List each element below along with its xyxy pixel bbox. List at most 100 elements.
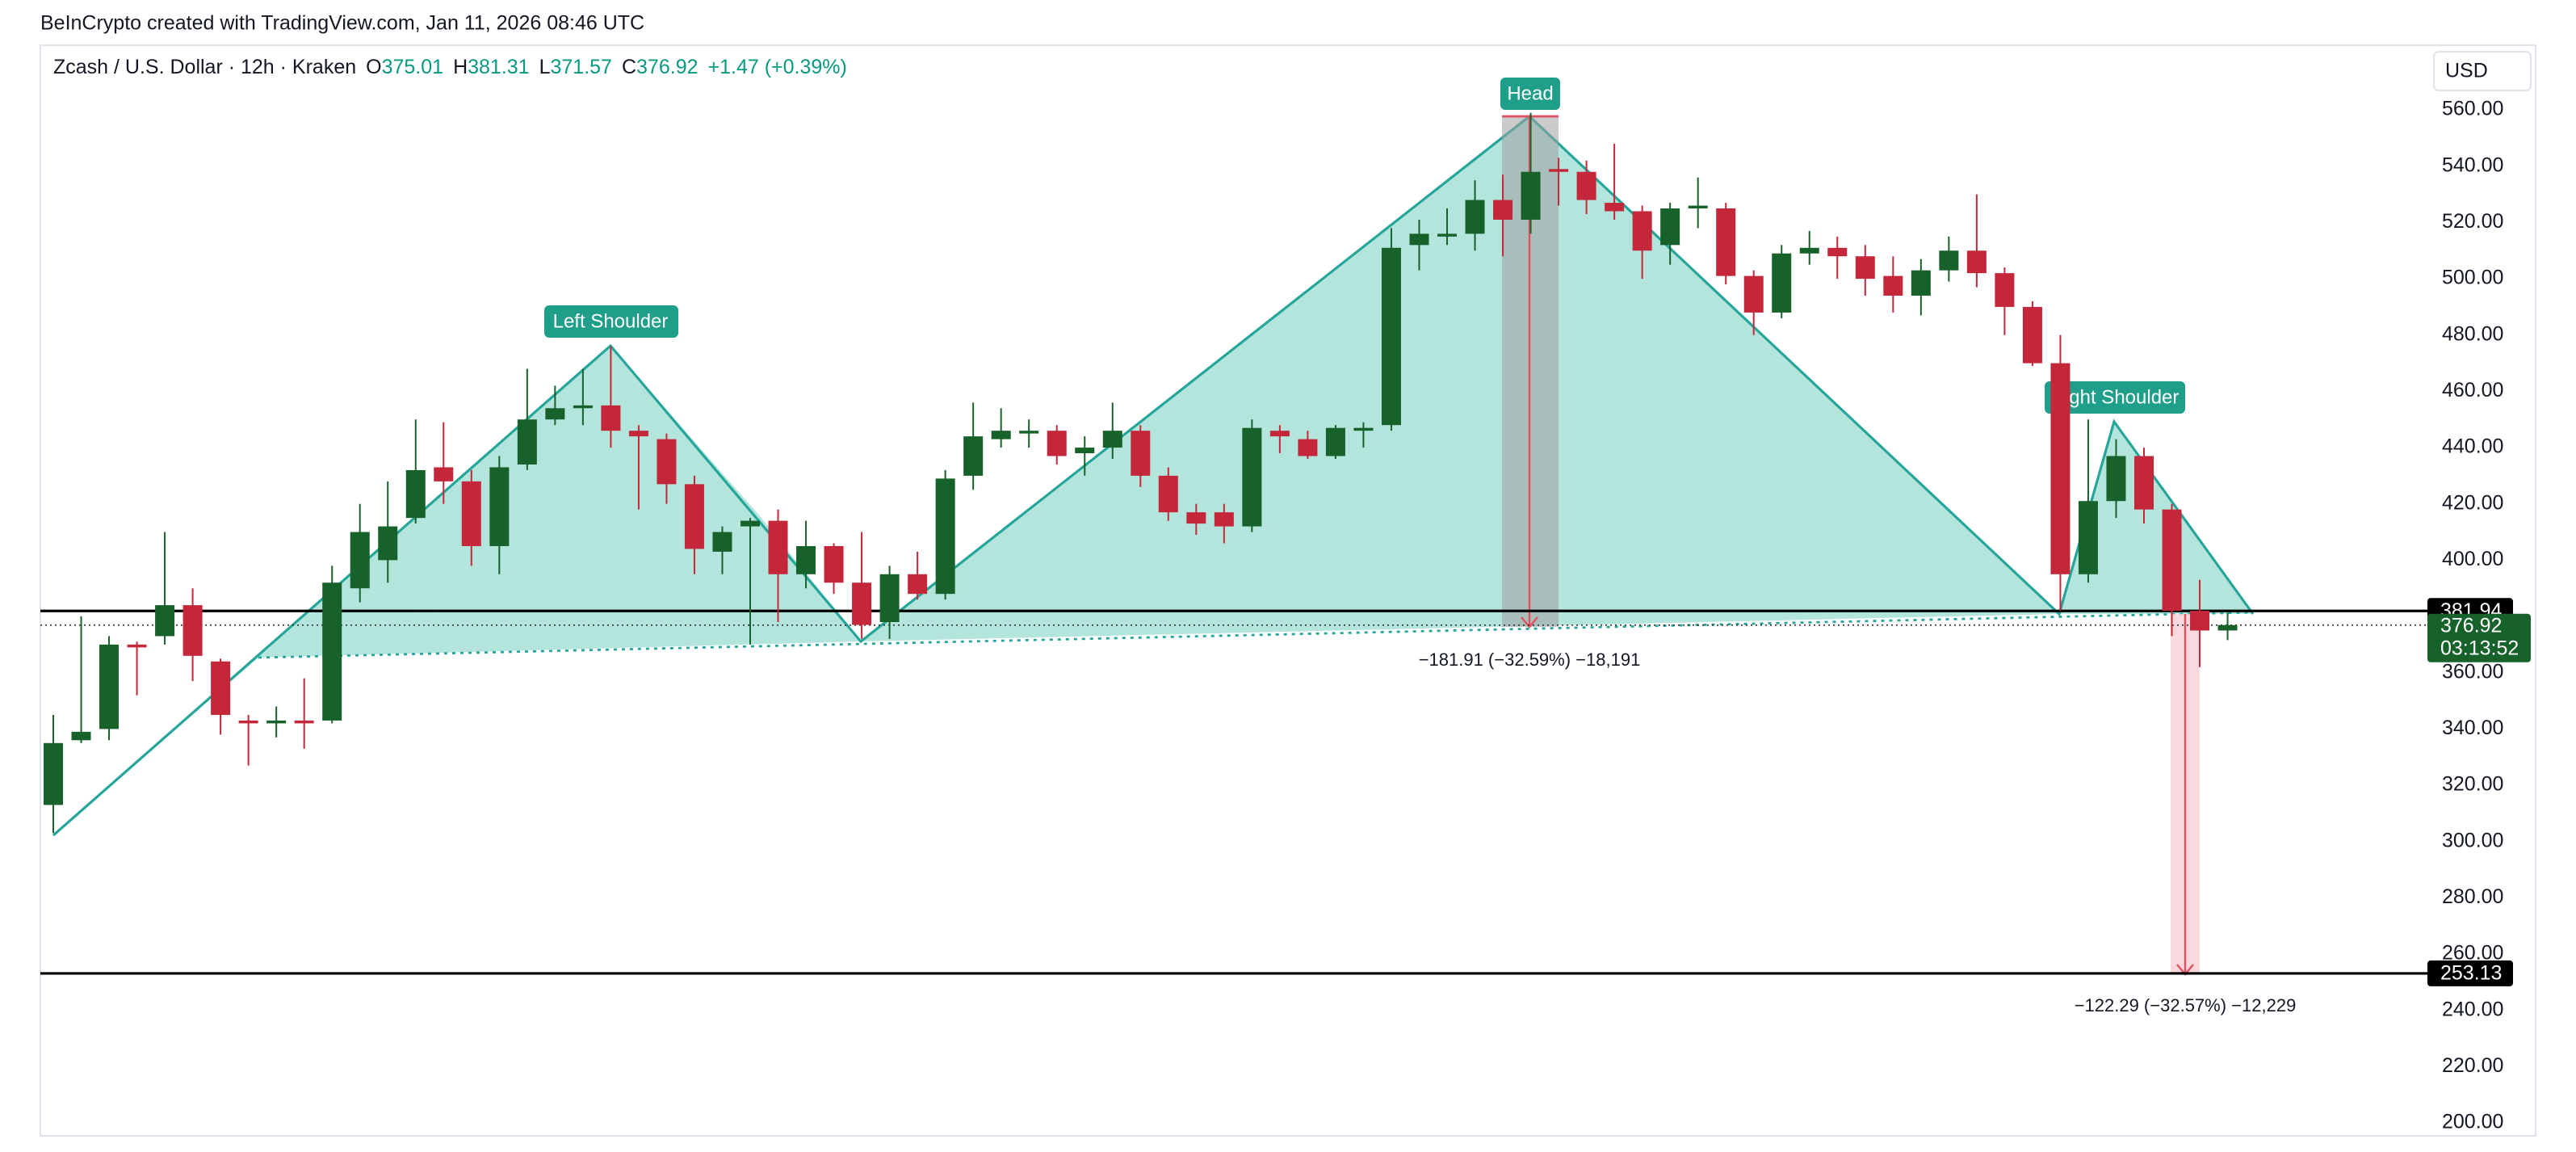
candle-body <box>2050 363 2070 574</box>
countdown: 03:13:52 <box>2440 637 2519 659</box>
candle-body <box>796 545 816 574</box>
candle-body <box>1437 233 1457 237</box>
target-measure-text: −122.29 (−32.57%) −12,229 <box>2075 995 2297 1015</box>
arrow-head <box>1521 616 1538 629</box>
candle-body <box>1075 448 1095 454</box>
ohlc-key: C <box>622 56 636 78</box>
candle-body <box>322 582 342 721</box>
candle-body <box>71 731 91 741</box>
y-tick-label: 540.00 <box>2442 153 2503 176</box>
y-tick-label: 480.00 <box>2442 322 2503 345</box>
candle-body <box>211 661 231 715</box>
target-badge <box>2427 960 2513 986</box>
candle-body <box>1298 439 1318 456</box>
candle-body <box>1911 270 1931 296</box>
candle-body <box>1325 427 1345 456</box>
candle-body <box>1688 205 1708 209</box>
candle-body <box>44 742 63 805</box>
candle-body <box>238 720 258 724</box>
candle-body <box>2078 501 2098 574</box>
candle-body <box>1772 253 1792 313</box>
ohlc-key: L <box>539 56 551 78</box>
candle-body <box>1158 475 1178 513</box>
candle-body <box>601 405 621 431</box>
candle-body <box>935 478 955 595</box>
candle-body <box>1214 512 1234 527</box>
candle-body <box>405 469 426 519</box>
candle-body <box>1131 431 1151 476</box>
candle-body <box>266 720 287 724</box>
ohlc-key: H <box>453 56 468 78</box>
candle-body <box>2162 509 2182 612</box>
ohlc-key: O <box>366 56 381 78</box>
candle-body <box>1186 512 1206 524</box>
credit: BeInCrypto created with TradingView.com,… <box>40 12 644 35</box>
candle-body <box>1549 169 1569 172</box>
candle-body <box>2190 611 2210 631</box>
candle-body <box>1716 208 1736 276</box>
left-fill <box>258 517 861 658</box>
candle-body <box>1855 256 1875 280</box>
candle-body <box>183 605 203 656</box>
candle-body <box>1493 200 1513 220</box>
candle-body <box>1883 275 1903 296</box>
candle-body <box>908 574 928 595</box>
y-tick-label: 360.00 <box>2442 660 2503 683</box>
candle-body <box>489 467 510 546</box>
y-tick-label: 560.00 <box>2442 98 2503 120</box>
y-tick-label: 420.00 <box>2442 491 2503 514</box>
candle-body <box>1242 427 1262 527</box>
y-tick-label: 520.00 <box>2442 210 2503 233</box>
last-price-badge <box>2427 613 2531 662</box>
change: +1.47 (+0.39%) <box>708 56 847 78</box>
ohlc-value: 376.92 <box>636 56 698 78</box>
candle-body <box>1019 431 1039 434</box>
candle-body <box>1966 250 1987 274</box>
candle-body <box>1605 203 1625 212</box>
symbol: Zcash / U.S. Dollar · 12h · Kraken <box>53 56 356 78</box>
candle-body <box>684 484 704 549</box>
candle-body <box>2134 456 2154 510</box>
ohlc-legend: Zcash / U.S. Dollar · 12h · Kraken O375.0… <box>53 56 847 78</box>
y-tick-label: 320.00 <box>2442 773 2503 796</box>
candle-body <box>1743 275 1764 313</box>
candle-body <box>657 439 677 485</box>
left-shoulder-fill <box>53 346 761 835</box>
label-box <box>1500 78 1560 110</box>
candle-body <box>350 532 370 589</box>
candle-body <box>127 644 147 648</box>
candle-body <box>2217 624 2238 631</box>
y-tick-label: 500.00 <box>2442 267 2503 289</box>
candle-body <box>852 582 872 625</box>
ohlc-value: 375.01 <box>382 56 443 78</box>
candle-body <box>1521 171 1541 220</box>
right-shoulder-label: Right Shoulder <box>2051 386 2180 408</box>
candle-body <box>1799 247 1819 254</box>
y-tick-label: 460.00 <box>2442 379 2503 402</box>
left-shoulder-label: Left Shoulder <box>553 310 669 332</box>
neckline-dotted <box>258 611 2254 659</box>
last-price-label: 376.92 <box>2440 614 2502 637</box>
label-box <box>544 305 678 338</box>
candle-body <box>99 644 120 729</box>
candle-body <box>1995 273 2015 307</box>
y-tick-label: 340.00 <box>2442 717 2503 739</box>
candle-body <box>434 467 454 481</box>
candle-body <box>1269 431 1290 437</box>
candle-body <box>1827 247 1848 257</box>
currency: USD <box>2445 60 2488 82</box>
y-tick-label: 220.00 <box>2442 1054 2503 1077</box>
candle-body <box>768 520 788 574</box>
candle-body <box>1632 211 1652 251</box>
y-tick-label: 200.00 <box>2442 1111 2503 1133</box>
candle-body <box>378 526 398 561</box>
candle-body <box>573 405 593 409</box>
y-tick-label: 300.00 <box>2442 829 2503 851</box>
candle-body <box>294 720 314 724</box>
candle-body <box>740 520 760 527</box>
label-box <box>2045 381 2185 414</box>
y-tick-label: 280.00 <box>2442 885 2503 908</box>
candle-body <box>1660 208 1680 246</box>
candle-body <box>1939 250 1959 271</box>
